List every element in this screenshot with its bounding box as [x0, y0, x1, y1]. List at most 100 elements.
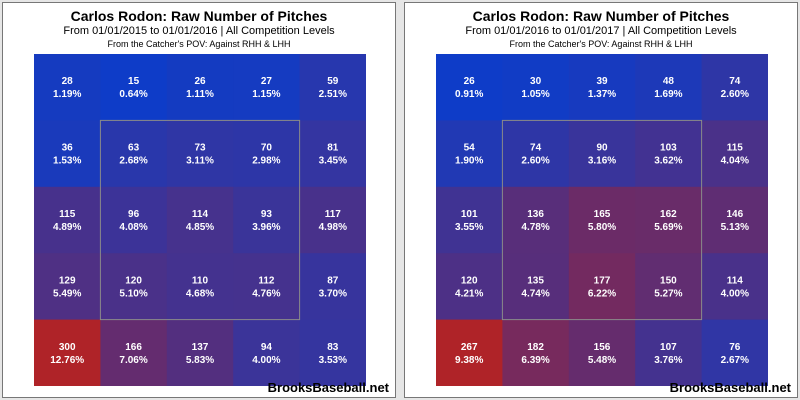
cell-count-label: 103 [660, 143, 677, 154]
heatmap-cell [166, 319, 234, 386]
cell-count-label: 177 [594, 275, 611, 286]
cell-percent-label: 3.11% [186, 156, 214, 167]
cell-count-label: 110 [192, 275, 209, 286]
heatmap-cell [568, 120, 636, 188]
heatmap-cell [436, 253, 503, 321]
heatmap-cell [233, 186, 301, 254]
cell-count-label: 26 [194, 76, 206, 87]
heatmap-cell [502, 54, 570, 121]
heatmap-cell [34, 54, 101, 121]
cell-count-label: 74 [530, 143, 542, 154]
heatmap-cell [701, 120, 768, 188]
cell-percent-label: 4.21% [455, 288, 483, 299]
cell-percent-label: 1.53% [53, 156, 81, 167]
cell-percent-label: 3.16% [588, 156, 616, 167]
chart-note: From the Catcher's POV: Against RHH & LH… [107, 39, 291, 49]
cell-percent-label: 4.08% [119, 222, 147, 233]
heatmap-cell [436, 54, 503, 121]
cell-percent-label: 6.22% [588, 288, 616, 299]
cell-count-label: 114 [727, 275, 744, 286]
heatmap-cell [100, 186, 168, 254]
cell-percent-label: 4.98% [319, 222, 347, 233]
cell-percent-label: 5.49% [53, 288, 81, 299]
cell-count-label: 83 [327, 342, 339, 353]
cell-percent-label: 2.98% [252, 156, 280, 167]
cell-percent-label: 1.11% [186, 89, 214, 100]
heatmap-cell [568, 186, 636, 254]
heatmap-cell [166, 120, 234, 188]
chart-title: Carlos Rodon: Raw Number of Pitches [70, 8, 328, 24]
cell-count-label: 15 [128, 76, 140, 87]
cell-count-label: 114 [192, 209, 209, 220]
cell-count-label: 136 [527, 209, 544, 220]
cell-count-label: 117 [325, 209, 342, 220]
cell-count-label: 87 [327, 275, 339, 286]
heatmap-cell [299, 186, 366, 254]
heatmap-cell [233, 253, 301, 321]
cell-count-label: 28 [62, 76, 74, 87]
cell-percent-label: 9.38% [455, 355, 483, 366]
cell-count-label: 182 [527, 342, 544, 353]
heatmap-cell [166, 54, 234, 121]
cell-percent-label: 4.89% [53, 222, 81, 233]
cell-percent-label: 0.91% [455, 89, 483, 100]
cell-count-label: 76 [729, 342, 741, 353]
heatmap-cell [166, 253, 234, 321]
cell-count-label: 26 [464, 76, 476, 87]
heatmap-cell [299, 253, 366, 321]
heatmap-cell [701, 253, 768, 321]
cell-percent-label: 2.60% [521, 156, 549, 167]
heatmap-cell [701, 54, 768, 121]
cell-percent-label: 3.53% [319, 355, 347, 366]
cell-percent-label: 1.69% [654, 89, 682, 100]
cell-count-label: 267 [461, 342, 478, 353]
cell-count-label: 48 [663, 76, 675, 87]
heatmap-cell [635, 253, 703, 321]
heatmap-cell [34, 253, 101, 321]
heatmap-cell [568, 54, 636, 121]
heatmap-cell [568, 253, 636, 321]
heatmap-cell [166, 186, 234, 254]
cell-count-label: 39 [596, 76, 608, 87]
chart-note: From the Catcher's POV: Against RHH & LH… [509, 39, 693, 49]
cell-count-label: 30 [530, 76, 542, 87]
heatmap-cell [299, 319, 366, 386]
heatmap-cell [100, 54, 168, 121]
cell-percent-label: 4.78% [521, 222, 549, 233]
cell-percent-label: 1.90% [455, 156, 483, 167]
cell-percent-label: 3.45% [319, 156, 347, 167]
heatmap-panel-2015: Carlos Rodon: Raw Number of Pitches From… [2, 2, 396, 398]
heatmap-cell [701, 319, 768, 386]
cell-percent-label: 4.85% [186, 222, 214, 233]
cell-count-label: 115 [727, 143, 744, 154]
cell-percent-label: 2.60% [721, 89, 749, 100]
cell-count-label: 120 [125, 275, 142, 286]
heatmap-cell [635, 319, 703, 386]
cell-percent-label: 5.80% [588, 222, 616, 233]
cell-percent-label: 1.19% [53, 89, 81, 100]
cell-count-label: 73 [194, 143, 206, 154]
heatmap-cell [436, 319, 503, 386]
cell-percent-label: 4.76% [252, 288, 280, 299]
cell-percent-label: 4.00% [252, 355, 280, 366]
cell-count-label: 96 [128, 209, 140, 220]
heatmap-cell [635, 54, 703, 121]
cell-count-label: 166 [125, 342, 142, 353]
cell-count-label: 27 [261, 76, 273, 87]
cell-count-label: 135 [527, 275, 544, 286]
heatmap-grid: 28 1.19% 15 0.64% 26 1.11% 27 1.15% 59 2.51% 36 1.5… [34, 54, 366, 386]
heatmap-cell [233, 120, 301, 188]
heatmap-cell [233, 319, 301, 386]
cell-percent-label: 3.62% [654, 156, 682, 167]
strike-zone-outline [99, 119, 301, 321]
cell-count-label: 146 [726, 209, 743, 220]
heatmap-cell [635, 186, 703, 254]
heatmap-cell [436, 120, 503, 188]
cell-count-label: 156 [594, 342, 611, 353]
cell-count-label: 165 [594, 209, 611, 220]
heatmap-cell [502, 120, 570, 188]
cell-percent-label: 2.51% [319, 89, 347, 100]
cell-percent-label: 5.27% [654, 288, 682, 299]
cell-percent-label: 2.67% [721, 355, 749, 366]
heatmap-cell [34, 319, 101, 386]
